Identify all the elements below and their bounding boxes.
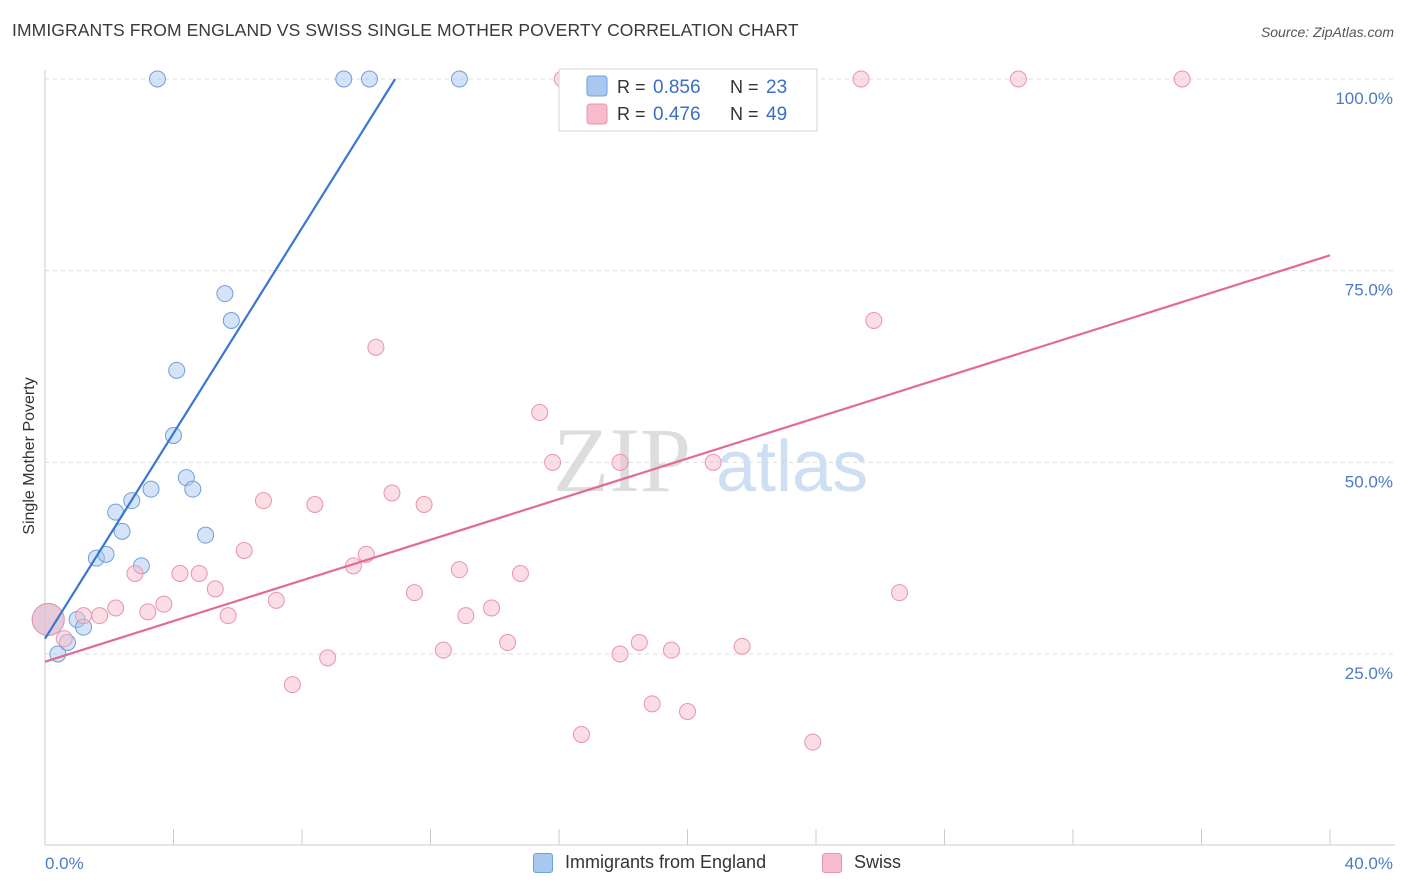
england-point-16 [184, 480, 202, 498]
england-point-18 [216, 285, 234, 303]
bottom-legend-item-england: Immigrants from England [533, 852, 766, 873]
x-tick-label-1: 40.0% [1345, 854, 1393, 873]
axes [44, 70, 1395, 846]
swiss-point-7 [155, 595, 173, 613]
bottom-legend-label-swiss: Swiss [854, 852, 902, 872]
swiss-point-17 [319, 649, 337, 667]
swiss-point-43 [804, 733, 822, 751]
bottom-legend-swatch-swiss [822, 852, 842, 873]
swiss-point-15 [283, 676, 301, 694]
swiss-point-1 [55, 630, 73, 648]
swiss-point-0 [31, 603, 65, 636]
swiss-point-5 [126, 565, 144, 582]
swiss-point-27 [483, 599, 501, 617]
swiss-point-24 [434, 641, 452, 659]
y-tick-label-3: 100.0% [1335, 89, 1393, 108]
swiss-point-29 [511, 565, 529, 582]
swiss-point-40 [704, 453, 722, 471]
trend-lines [44, 78, 1331, 663]
y-tick-label-2: 75.0% [1345, 281, 1393, 300]
swiss-point-20 [367, 338, 385, 356]
legend-swatch-england [586, 75, 608, 97]
swiss-point-31 [544, 453, 562, 471]
swiss-point-47 [1009, 70, 1027, 88]
england-trend-line [44, 78, 397, 640]
legend-n-label-swiss: N = [730, 104, 759, 124]
source-label: Source: ZipAtlas.com [1260, 24, 1394, 40]
england-point-12 [148, 70, 166, 88]
y-axis-title: Single Mother Poverty [21, 377, 38, 534]
swiss-point-35 [611, 453, 629, 471]
watermark-atlas: atlas [716, 427, 868, 507]
england-point-20 [335, 70, 353, 88]
swiss-point-34 [611, 645, 629, 663]
england-point-14 [168, 361, 186, 379]
x-tick-label-0: 0.0% [45, 854, 84, 873]
swiss-point-16 [306, 496, 324, 513]
legend-swatch-swiss [586, 103, 608, 125]
swiss-point-6 [139, 603, 157, 621]
watermark: ZIP atlas [553, 409, 868, 511]
legend: R = 0.856 N = 23 R = 0.476 N = 49 [558, 68, 818, 132]
swiss-point-25 [450, 561, 468, 579]
england-point-11 [142, 480, 160, 498]
legend-r-value-swiss: 0.476 [653, 104, 701, 125]
england-point-19 [222, 312, 240, 329]
bottom-legend: Immigrants from England Swiss [0, 852, 1406, 878]
swiss-point-33 [572, 726, 590, 743]
england-point-17 [197, 526, 215, 544]
swiss-point-8 [171, 565, 189, 582]
legend-r-label-swiss: R = [617, 104, 646, 124]
swiss-point-36 [630, 634, 648, 651]
swiss-point-44 [852, 70, 870, 88]
chart-title: IMMIGRANTS FROM ENGLAND VS SWISS SINGLE … [12, 20, 799, 40]
bottom-legend-item-swiss: Swiss [822, 852, 901, 873]
swiss-point-3 [91, 607, 109, 625]
legend-r-label-england: R = [617, 77, 646, 97]
england-point-8 [113, 522, 131, 540]
bottom-legend-label-england: Immigrants from England [565, 852, 767, 872]
bottom-legend-swatch-england [533, 852, 553, 873]
grid-lines [45, 78, 1395, 655]
england-point-22 [450, 70, 468, 88]
swiss-point-11 [219, 607, 237, 625]
swiss-point-39 [679, 703, 696, 720]
tick-labels: 25.0% 50.0% 75.0% 100.0% 0.0% 40.0% [45, 89, 1393, 873]
swiss-point-26 [457, 607, 475, 625]
y-tick-label-0: 25.0% [1345, 664, 1393, 683]
swiss-point-28 [499, 634, 517, 651]
swiss-point-9 [190, 565, 208, 582]
legend-n-value-swiss: 49 [766, 104, 787, 125]
swiss-point-48 [1173, 70, 1191, 88]
swiss-point-23 [415, 496, 433, 513]
swiss-point-41 [733, 637, 751, 655]
swiss-point-4 [107, 599, 125, 617]
y-tick-label-1: 50.0% [1345, 472, 1393, 491]
swiss-point-21 [383, 484, 401, 502]
swiss-point-38 [662, 641, 680, 659]
legend-n-label-england: N = [730, 77, 759, 97]
swiss-point-30 [531, 404, 549, 421]
swiss-trend-line [44, 254, 1331, 663]
legend-n-value-england: 23 [766, 77, 787, 98]
swiss-point-12 [235, 542, 253, 559]
swiss-point-22 [405, 584, 423, 602]
swiss-point-13 [254, 492, 272, 510]
legend-r-value-england: 0.856 [653, 77, 701, 98]
swiss-point-14 [267, 591, 285, 609]
swiss-point-2 [75, 607, 93, 625]
swiss-point-46 [891, 584, 909, 602]
swiss-point-45 [865, 312, 883, 329]
swiss-point-37 [643, 695, 661, 713]
swiss-point-10 [206, 580, 224, 598]
england-point-21 [360, 70, 378, 88]
